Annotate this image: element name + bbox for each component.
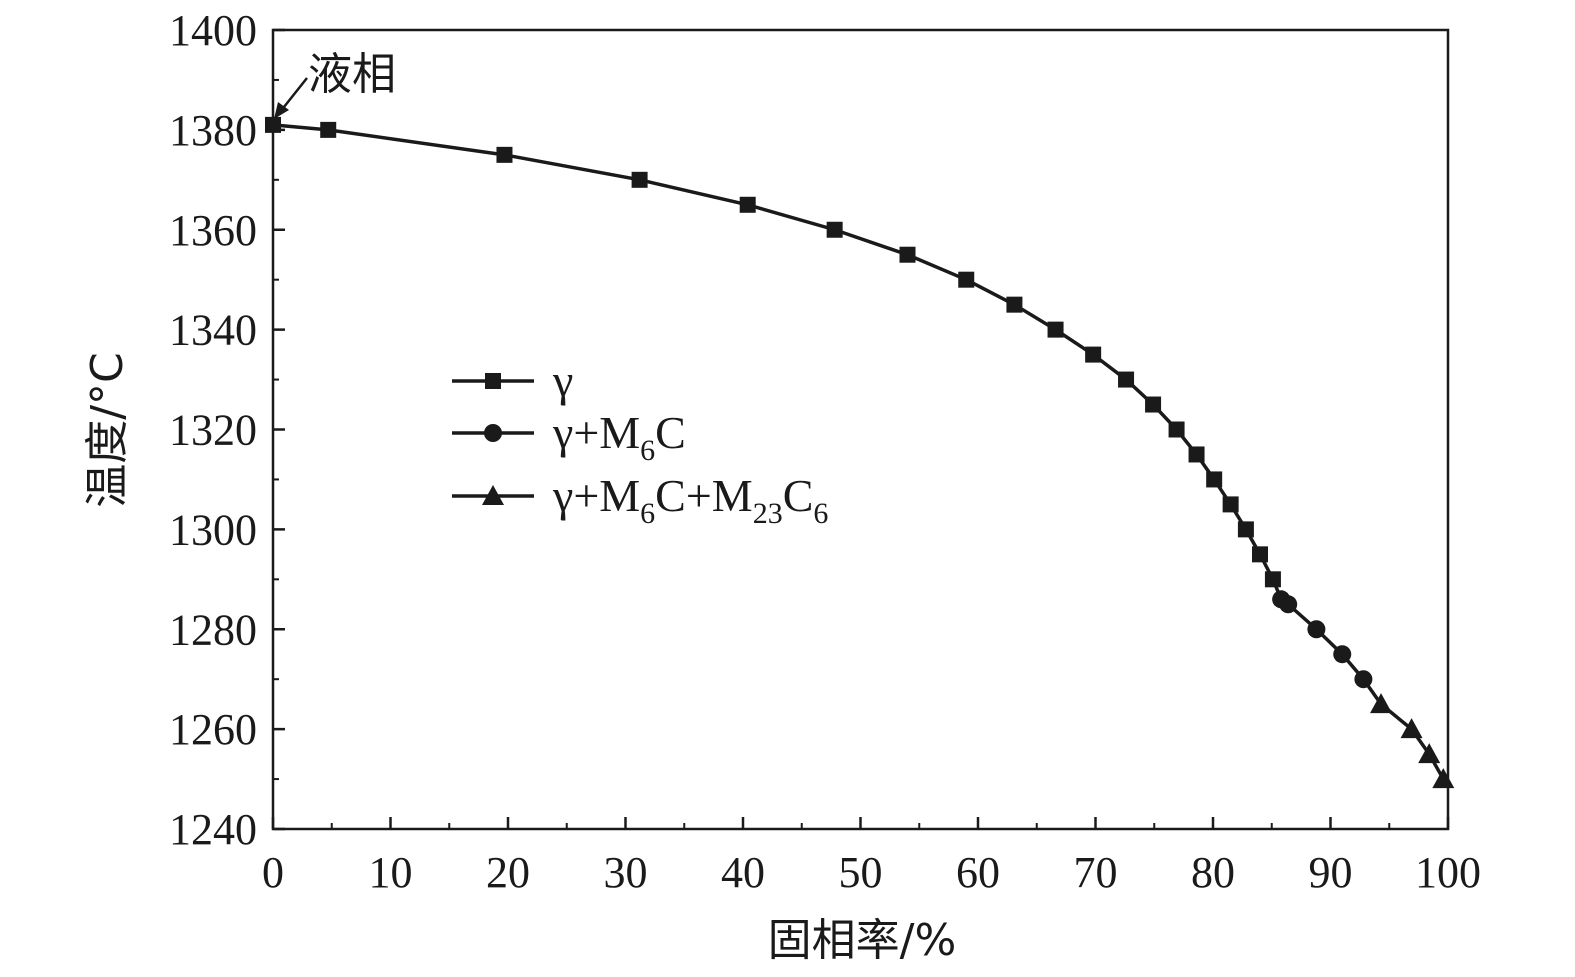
data-point-triangle — [1370, 693, 1393, 714]
y-axis: 1240 1260 1280 1300 1320 1340 1360 1380 1400 — [169, 6, 285, 854]
data-point-square — [1085, 346, 1102, 363]
data-point-square — [1006, 296, 1023, 313]
series-triangle — [1370, 693, 1455, 789]
y-tick-label: 1240 — [169, 805, 257, 854]
legend-item: γ+M6C — [452, 407, 686, 467]
x-tick-label: 80 — [1191, 848, 1235, 897]
x-tick-label: 100 — [1415, 848, 1481, 897]
data-point-square — [1222, 496, 1239, 513]
data-point-square — [826, 221, 843, 238]
data-point-square — [265, 116, 281, 133]
data-point-circle — [1333, 645, 1352, 664]
x-tick-label: 30 — [604, 848, 648, 897]
data-point-square — [899, 246, 916, 263]
data-point-circle — [1354, 670, 1373, 689]
legend-marker-triangle — [482, 485, 504, 505]
plot-frame — [271, 28, 1450, 831]
data-point-triangle — [1400, 718, 1423, 739]
data-point-square — [1264, 571, 1281, 588]
data-point-square — [1118, 371, 1135, 388]
data-point-square — [1206, 471, 1223, 488]
data-point-square — [631, 171, 648, 188]
y-tick-label: 1260 — [169, 705, 257, 754]
legend-label: γ+M6C+M23C6 — [552, 470, 828, 530]
x-tick-label: 10 — [369, 848, 413, 897]
y-tick-label: 1280 — [169, 605, 257, 654]
data-point-square — [1168, 421, 1185, 438]
legend-marker-square — [485, 373, 501, 389]
data-point-triangle — [1432, 768, 1455, 789]
data-point-triangle — [1418, 743, 1441, 764]
data-point-square — [739, 196, 756, 213]
series-layer — [265, 116, 1455, 789]
x-tick-label: 0 — [262, 848, 284, 897]
data-point-square — [1188, 446, 1205, 463]
data-point-square — [496, 146, 513, 163]
data-point-square — [958, 271, 975, 288]
series-line — [272, 123, 1445, 780]
x-tick-label: 70 — [1074, 848, 1118, 897]
plot-border — [271, 28, 1450, 831]
y-tick-label: 1380 — [169, 106, 257, 155]
y-axis-title: 温度/°C — [82, 352, 133, 508]
legend-label: γ — [552, 355, 573, 406]
annotation-label: 液相 — [308, 49, 396, 100]
annotation-arrow-line — [279, 77, 308, 113]
data-point-square — [1145, 396, 1162, 413]
data-point-square — [1237, 521, 1254, 538]
data-point-square — [320, 121, 337, 138]
x-tick-label: 50 — [839, 848, 883, 897]
legend-item: γ+M6C+M23C6 — [452, 470, 828, 530]
x-tick-label: 20 — [486, 848, 530, 897]
data-point-circle — [1279, 595, 1298, 614]
x-tick-label: 60 — [956, 848, 1000, 897]
y-tick-label: 1340 — [169, 306, 257, 355]
x-tick-label: 40 — [721, 848, 765, 897]
annotation: 液相 — [274, 49, 396, 119]
x-axis: 0 10 20 30 40 50 60 70 80 90 100 — [262, 817, 1481, 897]
series-square — [265, 116, 1281, 588]
data-point-circle — [1307, 620, 1326, 639]
x-tick-label: 90 — [1309, 848, 1353, 897]
y-tick-label: 1300 — [169, 505, 257, 554]
legend-item: γ — [452, 355, 573, 406]
legend-marker-circle — [484, 424, 502, 442]
series-circle — [1272, 590, 1373, 689]
y-tick-label: 1320 — [169, 406, 257, 455]
annotation-arrow-head — [274, 102, 289, 119]
y-tick-label: 1400 — [169, 6, 257, 55]
x-axis-title: 固相率/% — [768, 915, 957, 966]
y-tick-label: 1360 — [169, 206, 257, 255]
data-point-square — [1047, 321, 1064, 338]
data-point-square — [1252, 546, 1268, 563]
legend-label: γ+M6C — [552, 407, 686, 467]
